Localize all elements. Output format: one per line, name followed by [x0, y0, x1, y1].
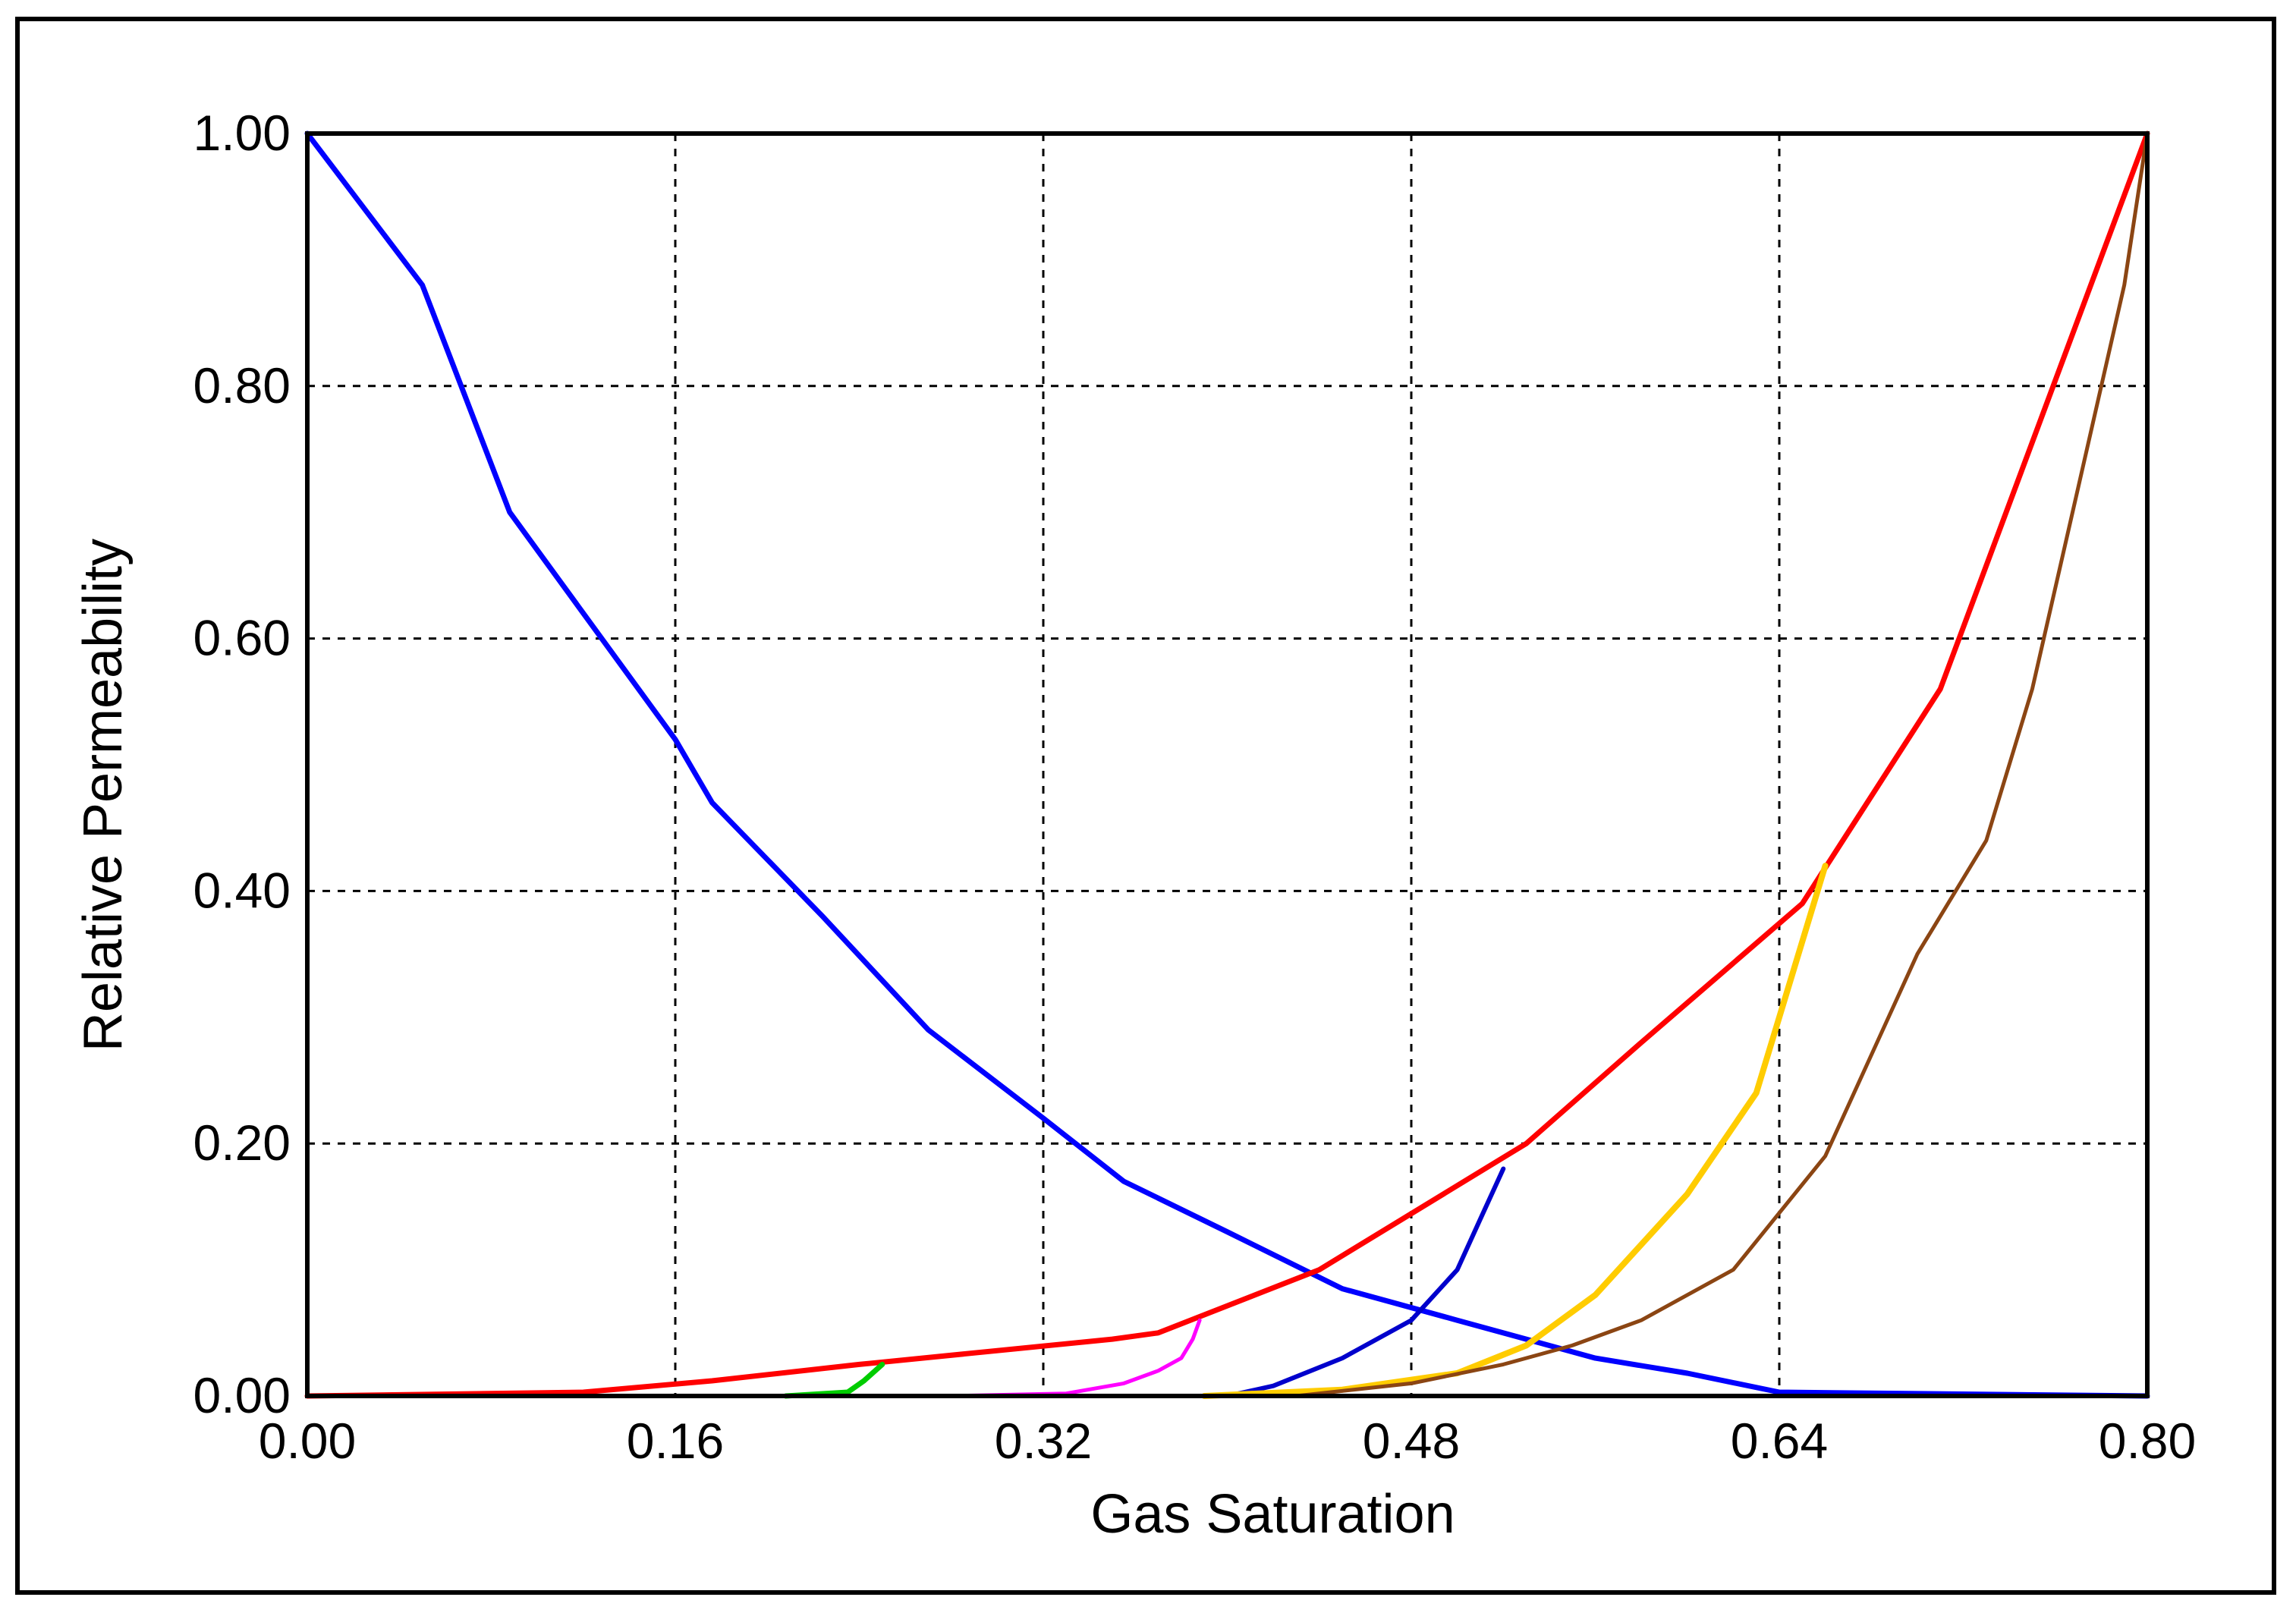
- x-tick-label: 0.00: [259, 1413, 356, 1469]
- y-tick-label: 0.80: [193, 357, 291, 413]
- chart-frame: [15, 17, 2276, 1595]
- series-line-5: [1225, 1166, 1506, 1398]
- series-line-2: [304, 130, 2150, 1399]
- x-tick-label: 0.80: [2099, 1413, 2196, 1469]
- y-tick-label: 0.00: [193, 1367, 291, 1423]
- series-line-4: [949, 1318, 1202, 1398]
- x-tick-label: 0.48: [1363, 1413, 1460, 1469]
- y-tick-label: 0.60: [193, 610, 291, 666]
- y-axis-title: Relative Permeability: [73, 539, 134, 1052]
- series-line-1: [304, 130, 2150, 1399]
- grid: [307, 134, 2147, 1396]
- y-tick-label: 0.20: [193, 1115, 291, 1171]
- series-line-6: [1201, 863, 1829, 1399]
- y-tick-label: 0.40: [193, 862, 291, 918]
- tick-labels: 0.00 0.16 0.32 0.48 0.64 0.80 0.00 0.20 0.40 0.60…: [193, 105, 2197, 1469]
- series-group: [304, 130, 2150, 1399]
- x-tick-label: 0.64: [1731, 1413, 1828, 1469]
- x-axis-title: Gas Saturation: [1090, 1484, 1455, 1545]
- y-tick-label: 1.00: [193, 105, 291, 161]
- x-tick-label: 0.32: [995, 1413, 1092, 1469]
- x-tick-label: 0.16: [627, 1413, 724, 1469]
- series-line-7: [1294, 131, 2150, 1398]
- plot-border: [305, 131, 2150, 1398]
